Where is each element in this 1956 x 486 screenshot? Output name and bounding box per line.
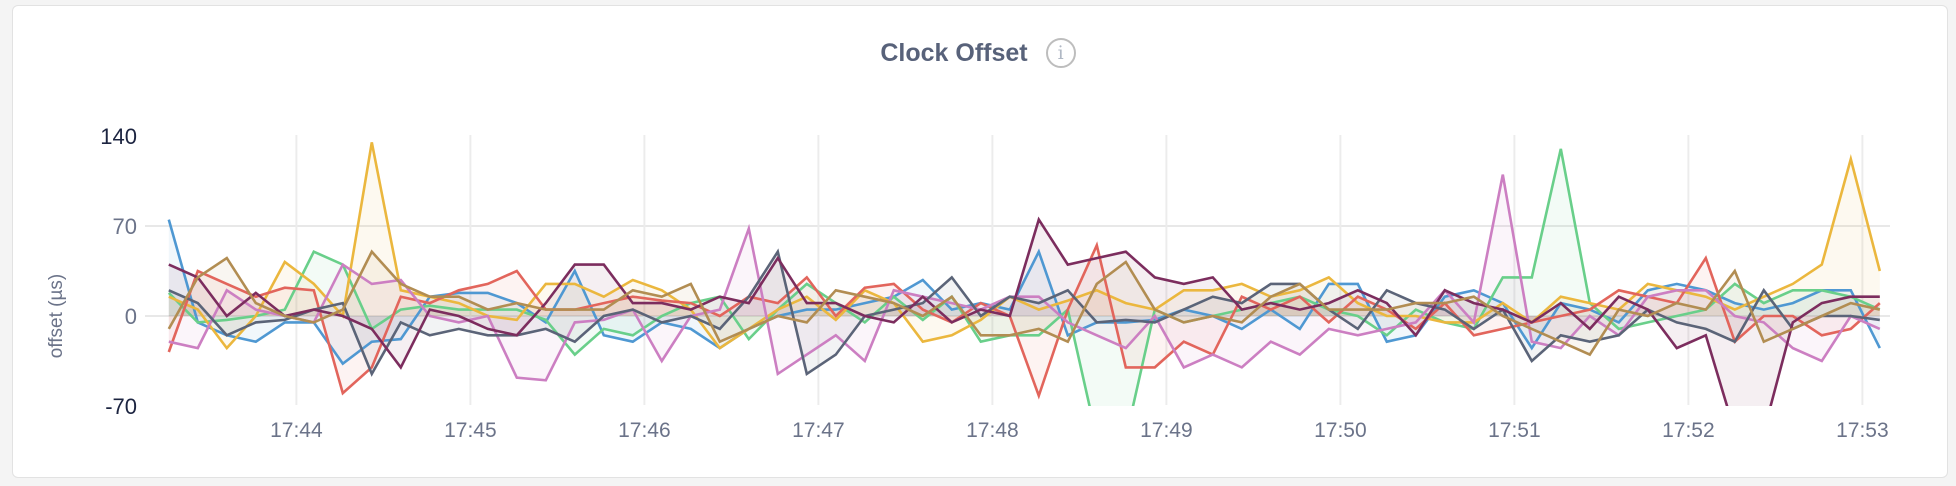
y-axis-ticks: 140 70 0 -70 xyxy=(100,124,137,419)
series-7-line[interactable] xyxy=(167,249,1881,357)
y-tick-label: 140 xyxy=(100,124,137,149)
x-axis-ticks: 17:44 17:45 17:46 17:47 17:48 17:49 17:50 17:51… xyxy=(270,419,1889,442)
series-6-line[interactable] xyxy=(168,216,1880,432)
series-5-area xyxy=(168,251,1880,374)
grid xyxy=(145,135,1890,405)
x-tick-label: 17:50 xyxy=(1314,419,1367,442)
x-tick-label: 17:44 xyxy=(270,419,323,442)
y-tick-label: 0 xyxy=(125,304,137,329)
series-3-line[interactable] xyxy=(167,241,1881,400)
series-group xyxy=(167,142,1882,432)
series-2-line[interactable] xyxy=(168,142,1882,351)
x-tick-label: 17:45 xyxy=(444,419,497,442)
y-tick-label: -70 xyxy=(105,394,137,419)
y-tick-label: 70 xyxy=(113,214,137,239)
panel-title: Clock Offset xyxy=(880,38,1028,67)
series-2-area xyxy=(168,142,1880,349)
x-tick-label: 17:47 xyxy=(792,419,845,442)
series-4-line[interactable] xyxy=(168,174,1881,382)
x-tick-label: 17:52 xyxy=(1662,419,1715,442)
series-1-area xyxy=(168,148,1880,406)
series-0-area xyxy=(168,219,1880,364)
x-tick-label: 17:49 xyxy=(1140,419,1193,442)
series-5-line[interactable] xyxy=(168,248,1880,377)
series-3-area xyxy=(168,245,1880,396)
clock-offset-panel xyxy=(12,5,1948,478)
x-tick-label: 17:46 xyxy=(618,419,671,442)
y-axis-label: offset (µs) xyxy=(46,274,67,359)
x-tick-label: 17:48 xyxy=(966,419,1019,442)
panel-header: Clock Offset i xyxy=(0,38,1956,68)
series-6-area xyxy=(168,219,1880,406)
info-circle-icon[interactable]: i xyxy=(1045,38,1076,68)
x-tick-label: 17:51 xyxy=(1488,419,1541,442)
x-tick-label: 17:53 xyxy=(1836,419,1889,442)
